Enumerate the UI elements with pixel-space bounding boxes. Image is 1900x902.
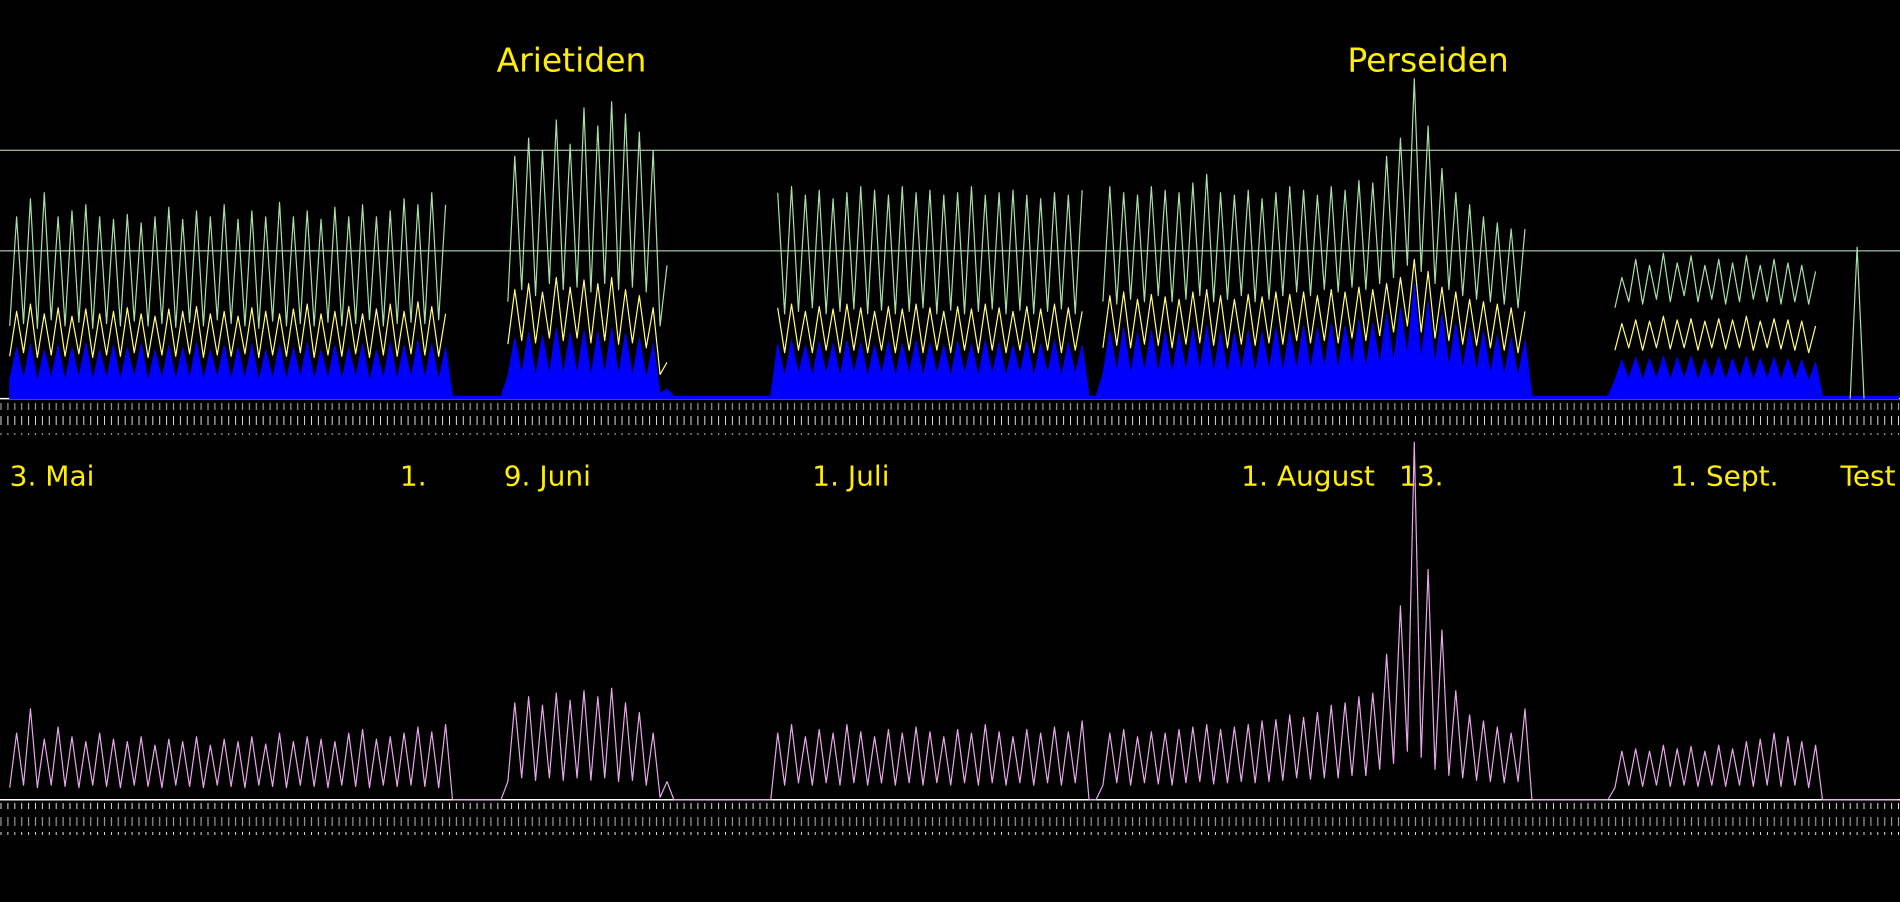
line (9, 78, 1865, 399)
annotation: Perseiden (1347, 40, 1508, 79)
line (9, 441, 1899, 801)
hour-tick-row (0, 403, 1900, 435)
x-tick-label: Test (1839, 459, 1895, 492)
line (9, 258, 1817, 376)
x-tick-label: 1. (400, 459, 427, 492)
x-tick-label: 1. August (1241, 459, 1375, 492)
x-tick-label: 1. Juli (812, 459, 889, 492)
hour-tick-row (0, 803, 1900, 835)
x-tick-label: 3. Mai (10, 459, 95, 492)
x-tick-label: 1. Sept. (1670, 459, 1778, 492)
x-tick-label: 9. Juni (504, 459, 591, 492)
area (9, 283, 1900, 400)
x-tick-label: 13. (1399, 459, 1444, 492)
annotation: Arietiden (497, 40, 647, 79)
